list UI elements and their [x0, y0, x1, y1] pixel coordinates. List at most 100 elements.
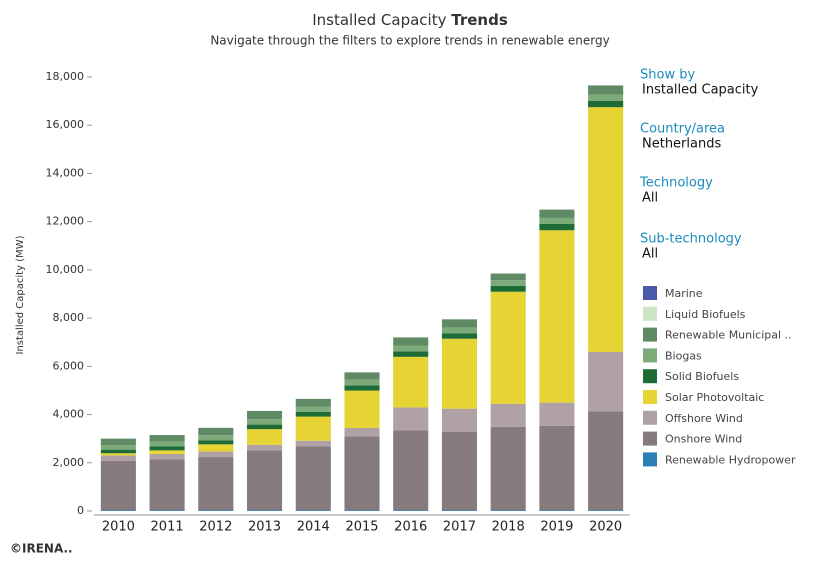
bar-segment [490, 273, 526, 281]
y-tick-label: 10,000 [46, 263, 85, 276]
legend-swatch [643, 390, 657, 404]
bar-segment [295, 446, 331, 511]
bar-segment [295, 416, 331, 441]
bar-segment [393, 510, 429, 511]
bar-segment [247, 419, 283, 425]
legend-label: Renewable Hydropower [665, 453, 796, 466]
bar-segment [149, 446, 185, 451]
bar-segment [344, 385, 380, 391]
y-tick-label: 8,000 [53, 311, 85, 324]
bar-segment [149, 459, 185, 511]
y-tick-label: 2,000 [53, 456, 85, 469]
y-axis-label: Installed Capacity (MW) [15, 235, 26, 354]
filter-value: All [642, 191, 658, 206]
bar-segment [247, 510, 283, 511]
y-tick-label: 0 [77, 504, 84, 517]
legend-swatch [643, 286, 657, 300]
legend-swatch [643, 306, 657, 321]
legend-swatch [643, 369, 657, 384]
filter-value: Netherlands [642, 137, 721, 152]
x-tick-label: 2016 [394, 520, 427, 535]
bar-segment [539, 209, 575, 218]
bar-segment [100, 449, 136, 454]
bar-segment [490, 403, 526, 427]
legend-label: Renewable Municipal .. [665, 329, 792, 342]
bar-segment [539, 425, 575, 511]
y-tick-label: 14,000 [46, 166, 85, 179]
bar-segment [344, 427, 380, 437]
bar-segment [198, 440, 234, 445]
legend-label: Onshore Wind [665, 433, 742, 446]
y-tick-label: 16,000 [46, 118, 85, 131]
x-tick-label: 2020 [589, 520, 622, 535]
bar-segment [539, 217, 575, 224]
bar-segment [344, 436, 380, 511]
chart-title: Installed Capacity Trends [312, 11, 508, 29]
bar-segment [149, 453, 185, 460]
bar-segment [490, 426, 526, 511]
bar-segment [441, 338, 477, 409]
bar-segment [247, 429, 283, 445]
bar-segment [247, 450, 283, 511]
legend-swatch [643, 452, 657, 467]
legend-label: Offshore Wind [665, 412, 743, 425]
bar-segment [100, 460, 136, 511]
legend-swatch [643, 327, 657, 342]
bar-segment [295, 406, 331, 412]
bar-segment [344, 510, 380, 511]
y-tick-label: 6,000 [53, 359, 85, 372]
bar-segment [295, 411, 331, 417]
bar-segment [393, 407, 429, 431]
bar-segment [295, 398, 331, 407]
title: Installed Capacity [312, 11, 446, 29]
bar-segment [393, 345, 429, 352]
legend-label: Solar Photovoltaic [665, 391, 764, 404]
legend-label: Marine [665, 287, 703, 300]
bar-segment [295, 440, 331, 447]
bar-segment [393, 356, 429, 408]
bar-segment [393, 351, 429, 357]
bar-segment [198, 457, 234, 511]
y-tick-label: 4,000 [53, 408, 85, 421]
bar-segment [198, 510, 234, 511]
bar-segment [393, 337, 429, 346]
bar-segment [198, 444, 234, 452]
bar-segment [100, 453, 136, 456]
bar-segment [539, 402, 575, 426]
bar-segment [588, 100, 624, 108]
bar-segment [588, 94, 624, 101]
x-tick-label: 2017 [443, 520, 476, 535]
x-tick-label: 2018 [492, 520, 525, 535]
filter-label: Technology [639, 176, 713, 191]
subtitle: Navigate through the filters to explore … [210, 34, 609, 48]
bar-segment [247, 410, 283, 420]
bar-segment [100, 510, 136, 511]
legend-label: Solid Biofuels [665, 370, 739, 383]
bar-segment [295, 510, 331, 511]
bar-segment [344, 372, 380, 380]
bar-segment [441, 327, 477, 334]
x-tick-label: 2014 [297, 520, 330, 535]
bar-segment [198, 451, 234, 458]
bar-segment [149, 510, 185, 511]
bar-segment [441, 408, 477, 432]
legend-swatch [643, 431, 657, 446]
legend-label: Biogas [665, 349, 702, 362]
bar-segment [247, 444, 283, 451]
bar-segment [490, 291, 526, 404]
x-tick-label: 2010 [102, 520, 135, 535]
bar-segment [198, 427, 234, 436]
bar-segment [247, 424, 283, 430]
bar-segment [100, 438, 136, 446]
bar-segment [393, 430, 429, 511]
bar-segment [100, 445, 136, 450]
footer: ©IRENA.. [10, 542, 73, 556]
legend-swatch [643, 410, 657, 425]
y-tick-label: 18,000 [46, 70, 85, 83]
bar-segment [441, 333, 477, 339]
bar-segment [344, 379, 380, 386]
bar-segment [539, 230, 575, 403]
y-tick-label: 12,000 [46, 215, 85, 228]
filter-value: All [642, 247, 658, 262]
